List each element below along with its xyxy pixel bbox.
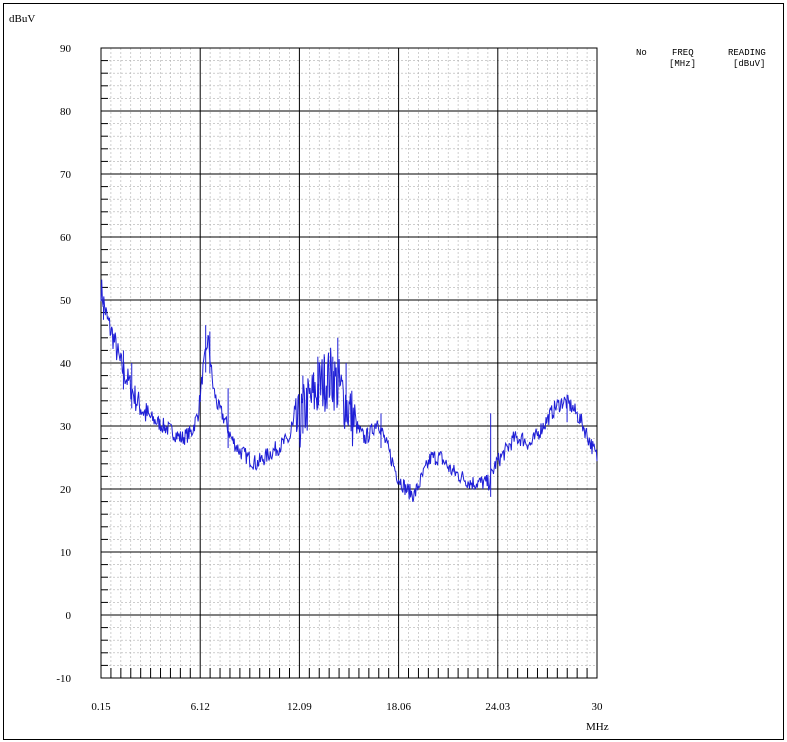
major-grid [101, 48, 597, 678]
minor-grid [101, 48, 597, 678]
y-tick-label: 80 [60, 106, 72, 118]
table-header-reading-unit: [dBuV] [733, 59, 765, 69]
y-tick-label: 60 [60, 232, 72, 244]
x-axis-label: MHz [586, 721, 609, 733]
x-tick-label: 18.06 [386, 701, 411, 713]
y-tick-label: 0 [66, 610, 72, 622]
spike-layer [102, 306, 568, 497]
y-tick-label: -10 [56, 673, 71, 685]
y-tick-label: 10 [60, 547, 72, 559]
y-tick-label: 30 [60, 421, 72, 433]
table-header-freq: FREQ [672, 48, 694, 58]
x-tick-label: 12.09 [287, 701, 312, 713]
axis-ticks [101, 60, 588, 678]
y-tick-label: 90 [60, 43, 72, 55]
x-tick-label: 24.03 [485, 701, 510, 713]
x-tick-label: 6.12 [191, 701, 210, 713]
table-header-freq-unit: [MHz] [669, 59, 696, 69]
measurement-trace [100, 279, 598, 502]
y-tick-label: 20 [60, 484, 72, 496]
x-tick-label: 30 [592, 701, 604, 713]
y-tick-label: 50 [60, 295, 72, 307]
y-axis-label: dBuV [9, 13, 35, 25]
table-header-no: No [636, 48, 647, 58]
emission-chart: 90 80 70 60 50 40 30 20 10 0 -10 0.15 6.12 12.09 18.0… [9, 13, 766, 733]
chart-frame: 90 80 70 60 50 40 30 20 10 0 -10 0.15 6.12 12.09 18.0… [3, 3, 784, 740]
x-axis-labels: 0.15 6.12 12.09 18.06 24.03 30 [91, 701, 603, 713]
table-header-reading: READING [728, 48, 766, 58]
y-tick-label: 40 [60, 358, 72, 370]
x-tick-label: 0.15 [91, 701, 111, 713]
y-axis-labels: 90 80 70 60 50 40 30 20 10 0 -10 [56, 43, 71, 685]
y-tick-label: 70 [60, 169, 72, 181]
plot-border [100, 47, 598, 679]
